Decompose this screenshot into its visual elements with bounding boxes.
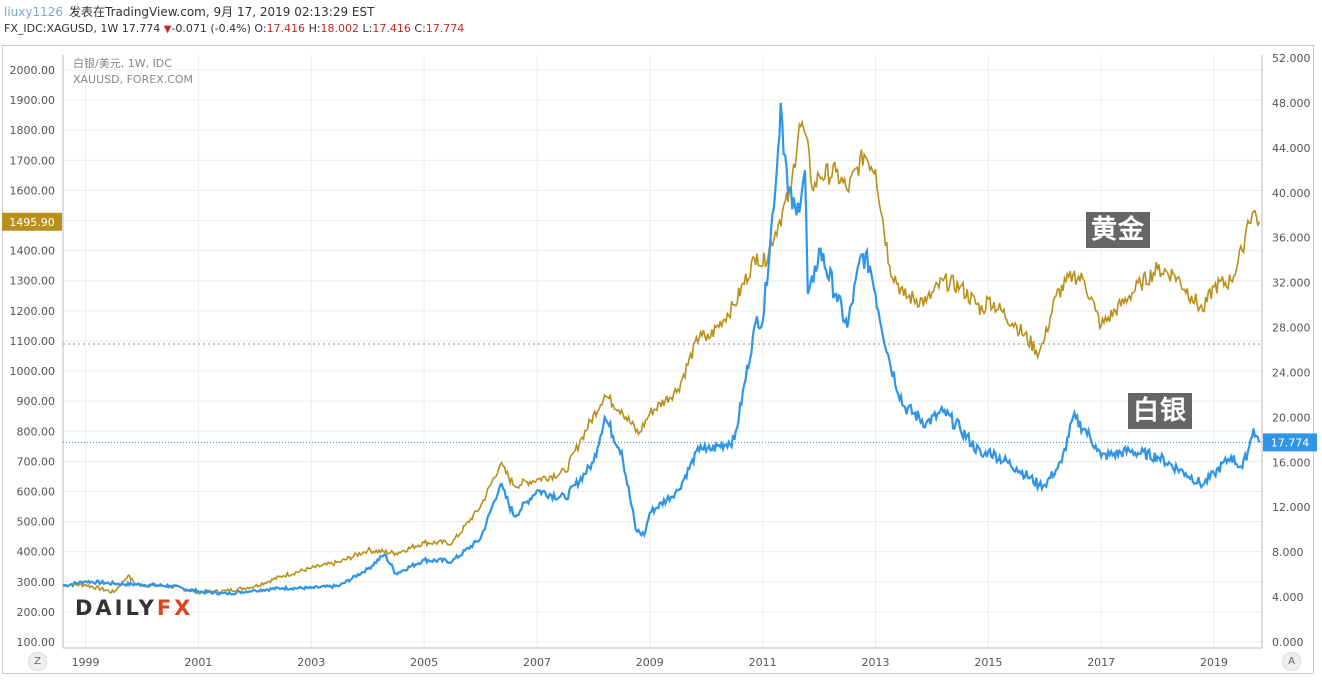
right-axis-tick-label: 20.000 [1272,411,1311,424]
close-value: 17.774 [425,22,465,35]
change-value: -0.071 (-0.4%) [171,22,251,35]
right-axis-tick-label: 36.000 [1272,232,1311,245]
left-axis-tick-label: 900.00 [17,395,56,408]
x-axis-tick-label: 2009 [636,656,664,669]
x-axis-tick-label: 2007 [523,656,551,669]
left-axis-tick-label: 700.00 [17,455,56,468]
left-axis-tick-label: 500.00 [17,516,56,529]
right-axis-tick-label: 4.000 [1272,591,1304,604]
left-axis-tick-label: 300.00 [17,576,56,589]
right-axis-tick-label: 24.000 [1272,366,1311,379]
x-axis-tick-label: 2017 [1087,656,1115,669]
close-label: C: [414,22,426,35]
silver-last-value-tag [1263,433,1317,452]
left-axis-tick-label: 1000.00 [10,365,56,378]
right-axis-tick-label: 28.000 [1272,322,1311,335]
right-axis-tick-label: 32.000 [1272,277,1311,290]
right-axis-tick-label: 52.000 [1272,52,1311,65]
left-axis-tick-label: 1800.00 [10,124,56,137]
left-axis-tick-label: 100.00 [17,636,56,649]
left-axis-tick-label: 800.00 [17,425,56,438]
auto-scale-button[interactable]: A [1282,652,1301,671]
zoom-button[interactable]: Z [28,652,47,671]
gold-series-line [63,119,1260,596]
silver-series-line [62,102,1261,596]
gold-last-value-text: 1495.90 [9,216,55,229]
x-axis-tick-label: 2019 [1200,656,1228,669]
high-value: 18.002 [320,22,360,35]
chart-frame[interactable] [2,45,1314,674]
x-axis-tick-label: 1999 [72,656,100,669]
open-label: O: [254,22,267,35]
left-axis-tick-label: 200.00 [17,606,56,619]
legend-secondary: XAUUSD, FOREX.COM [73,73,194,86]
left-axis-tick-label: 1600.00 [10,184,56,197]
left-axis-tick-label: 1900.00 [10,94,56,107]
right-axis-tick-label: 48.000 [1272,97,1311,110]
left-axis-tick-label: 1100.00 [10,335,56,348]
high-label: H: [308,22,321,35]
logo-daily-text: DAILY [75,596,157,620]
symbol-ohlc-line: FX_IDC:XAGUSD, 1W 17.774 ▼-0.071 (-0.4%)… [4,22,464,35]
right-axis-tick-label: 12.000 [1272,501,1311,514]
right-axis-tick-label: 16.000 [1272,456,1311,469]
open-value: 17.416 [266,22,306,35]
left-axis-tick-label: 2000.00 [10,64,56,77]
silver-annotation: 白银 [1128,393,1193,429]
logo-fx-text: FX [156,596,194,620]
left-axis-tick-label: 1300.00 [10,275,56,288]
x-axis-tick-label: 2011 [749,656,777,669]
publish-line: liuxy1126 发表在TradingView.com, 9月 17, 2019… [4,3,374,20]
right-axis-tick-label: 8.000 [1272,546,1304,559]
x-axis-tick-label: 2013 [861,656,889,669]
right-axis-tick-label: 40.000 [1272,187,1311,200]
left-axis-tick-label: 1700.00 [10,154,56,167]
right-axis-tick-label: 44.000 [1272,142,1311,155]
publish-info: 发表在TradingView.com, 9月 17, 2019 02:13:29… [69,5,375,19]
down-triangle-icon: ▼ [163,24,172,35]
gold-annotation: 黄金 [1086,212,1151,248]
legend-primary: 白银/美元, 1W, IDC [73,57,172,70]
left-axis-tick-label: 1400.00 [10,245,56,258]
x-axis-tick-label: 2015 [974,656,1002,669]
left-axis-tick-label: 600.00 [17,485,56,498]
left-axis-tick-label: 400.00 [17,546,56,559]
dailyfx-logo: DAILYFX [75,596,193,620]
x-axis-tick-label: 2005 [410,656,438,669]
symbol-info: FX_IDC:XAGUSD, 1W 17.774 [4,22,161,35]
left-axis-tick-label: 1200.00 [10,305,56,318]
x-axis-tick-label: 2003 [297,656,325,669]
x-axis-tick-label: 2001 [184,656,212,669]
author-link[interactable]: liuxy1126 [4,5,64,19]
low-label: L: [362,22,373,35]
low-value: 17.416 [372,22,411,35]
gold-last-value-tag [2,212,62,231]
right-axis-tick-label: 0.000 [1272,636,1304,649]
silver-last-value-text: 17.774 [1271,436,1310,449]
